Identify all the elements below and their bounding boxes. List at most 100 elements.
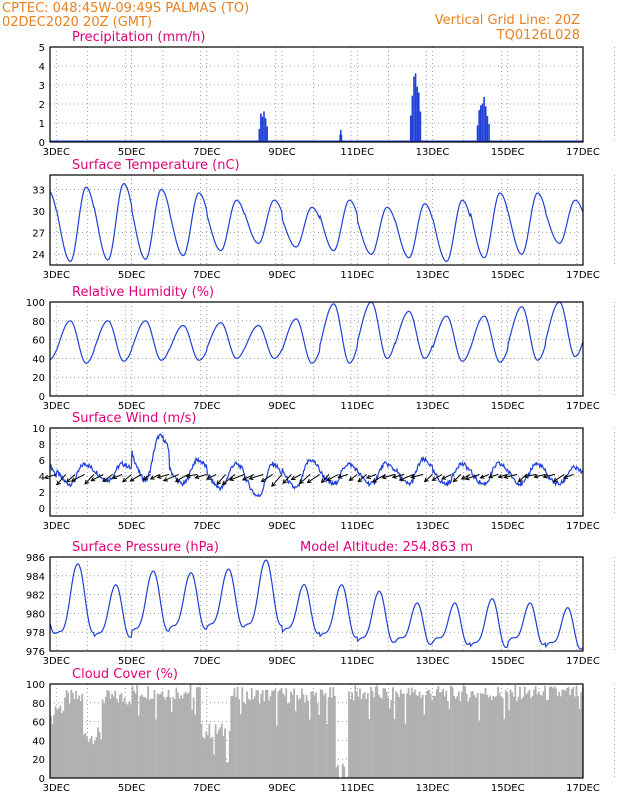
cloud-bar [407,687,410,778]
cloud-bar [242,701,245,778]
cloud-bar [493,697,496,778]
wind-arrow [271,474,283,487]
cloud-bar [122,701,124,778]
x-tick-label: 3DEC [43,656,70,667]
x-tick-label: 17DEC [566,270,600,281]
cloud-bar [398,696,401,778]
x-tick-label: 5DEC [118,783,145,794]
y-tick-label: 0 [39,504,45,515]
cloud-bar [446,701,449,778]
cloud-bar [404,724,407,778]
x-tick-label: 3DEC [43,147,70,158]
precip-bar [260,113,262,142]
wind-arrow [102,473,114,482]
wind-arrow-head [174,477,180,482]
cloud-bar [555,688,557,778]
x-tick-label: 9DEC [268,656,295,667]
series-line [49,301,584,364]
cloud-bar [111,693,113,778]
x-tick-label: 7DEC [193,147,220,158]
cloud-bar [552,688,554,778]
cloud-bar [260,694,263,778]
cloud-bar [470,691,473,778]
cloud-bar [563,689,565,778]
wind-arrow-head [156,474,162,479]
cloud-bar [445,690,448,778]
cloud-bar [288,702,291,778]
wind-arrow [524,473,537,478]
cloud-bar [440,691,443,778]
cloud-bar [189,684,192,778]
cloud-bar [515,701,518,778]
cloud-bar [170,711,173,778]
wind-arrow-head [391,474,397,479]
cloud-bar [578,708,581,778]
cloud-bar [263,701,266,778]
y-tick-label: 2 [39,100,45,111]
cloud-bar [307,700,310,778]
cloud-bar [290,691,292,778]
cloud-bar [82,734,85,778]
cloud-bar [495,695,498,778]
cloud-bar [239,714,242,778]
cloud-bar [108,690,110,778]
cloud-bar [522,696,525,778]
wind-arrow [327,473,339,481]
wind-arrow-head [221,480,227,486]
cloud-bar [247,698,250,778]
x-tick-label: 15DEC [491,656,525,667]
x-tick-label: 13DEC [416,783,450,794]
cloud-bar [233,688,236,778]
panel-5: Cloud Cover (%) 3DEC 5DEC 7DEC 9DEC 11DEC 13DE… [26,667,615,794]
cloud-bar [393,719,396,778]
cloud-bar [266,689,269,778]
wind-arrow [56,474,67,486]
x-tick-label: 7DEC [193,521,220,532]
x-tick-label: 7DEC [193,783,220,794]
wind-arrow [71,473,85,482]
cloud-bar [558,691,561,778]
cloud-bar [352,700,355,778]
cloud-bar [235,696,237,778]
cloud-bar [178,698,181,778]
wind-arrow [543,473,555,478]
cloud-bar [434,696,437,778]
cloud-bar [475,697,477,778]
cloud-bar [225,762,228,778]
cloud-bar [550,686,553,778]
y-tick-label: 40 [32,354,45,365]
y-tick-label: 0 [39,138,45,149]
cloud-bar [559,696,562,778]
wind-arrow-head [282,479,288,485]
precip-bar [411,95,414,142]
cloud-bar [57,708,60,778]
cloud-bar [354,685,357,778]
wind-arrow-head [142,475,148,481]
cloud-bar [227,762,230,778]
cloud-bar [553,686,556,778]
wind-arrow [372,473,386,483]
cloud-bar [467,701,470,778]
cloud-bar [478,720,481,778]
cloud-bar [64,697,66,778]
panel-title: Surface Pressure (hPa) [72,540,219,555]
wind-arrow [366,473,377,479]
cloud-bar [412,692,415,778]
cloud-bar [479,693,482,778]
precip-bar [484,106,487,142]
cloud-bar [183,693,186,778]
cloud-bar [545,700,548,778]
x-tick-label: 13DEC [416,147,450,158]
cloud-bar [155,719,157,778]
cloud-bar [255,689,258,778]
wind-arrow [216,474,226,485]
cloud-bar [461,691,463,778]
wind-arrow-head [290,475,296,480]
panel-title: Surface Wind (m/s) [72,411,196,426]
cloud-bar [530,698,532,778]
wind-arrow-head [357,477,363,483]
cloud-bar [497,687,499,778]
wind-arrow [489,473,499,478]
wind-arrow-head [260,477,266,483]
cloud-bar [519,686,521,778]
